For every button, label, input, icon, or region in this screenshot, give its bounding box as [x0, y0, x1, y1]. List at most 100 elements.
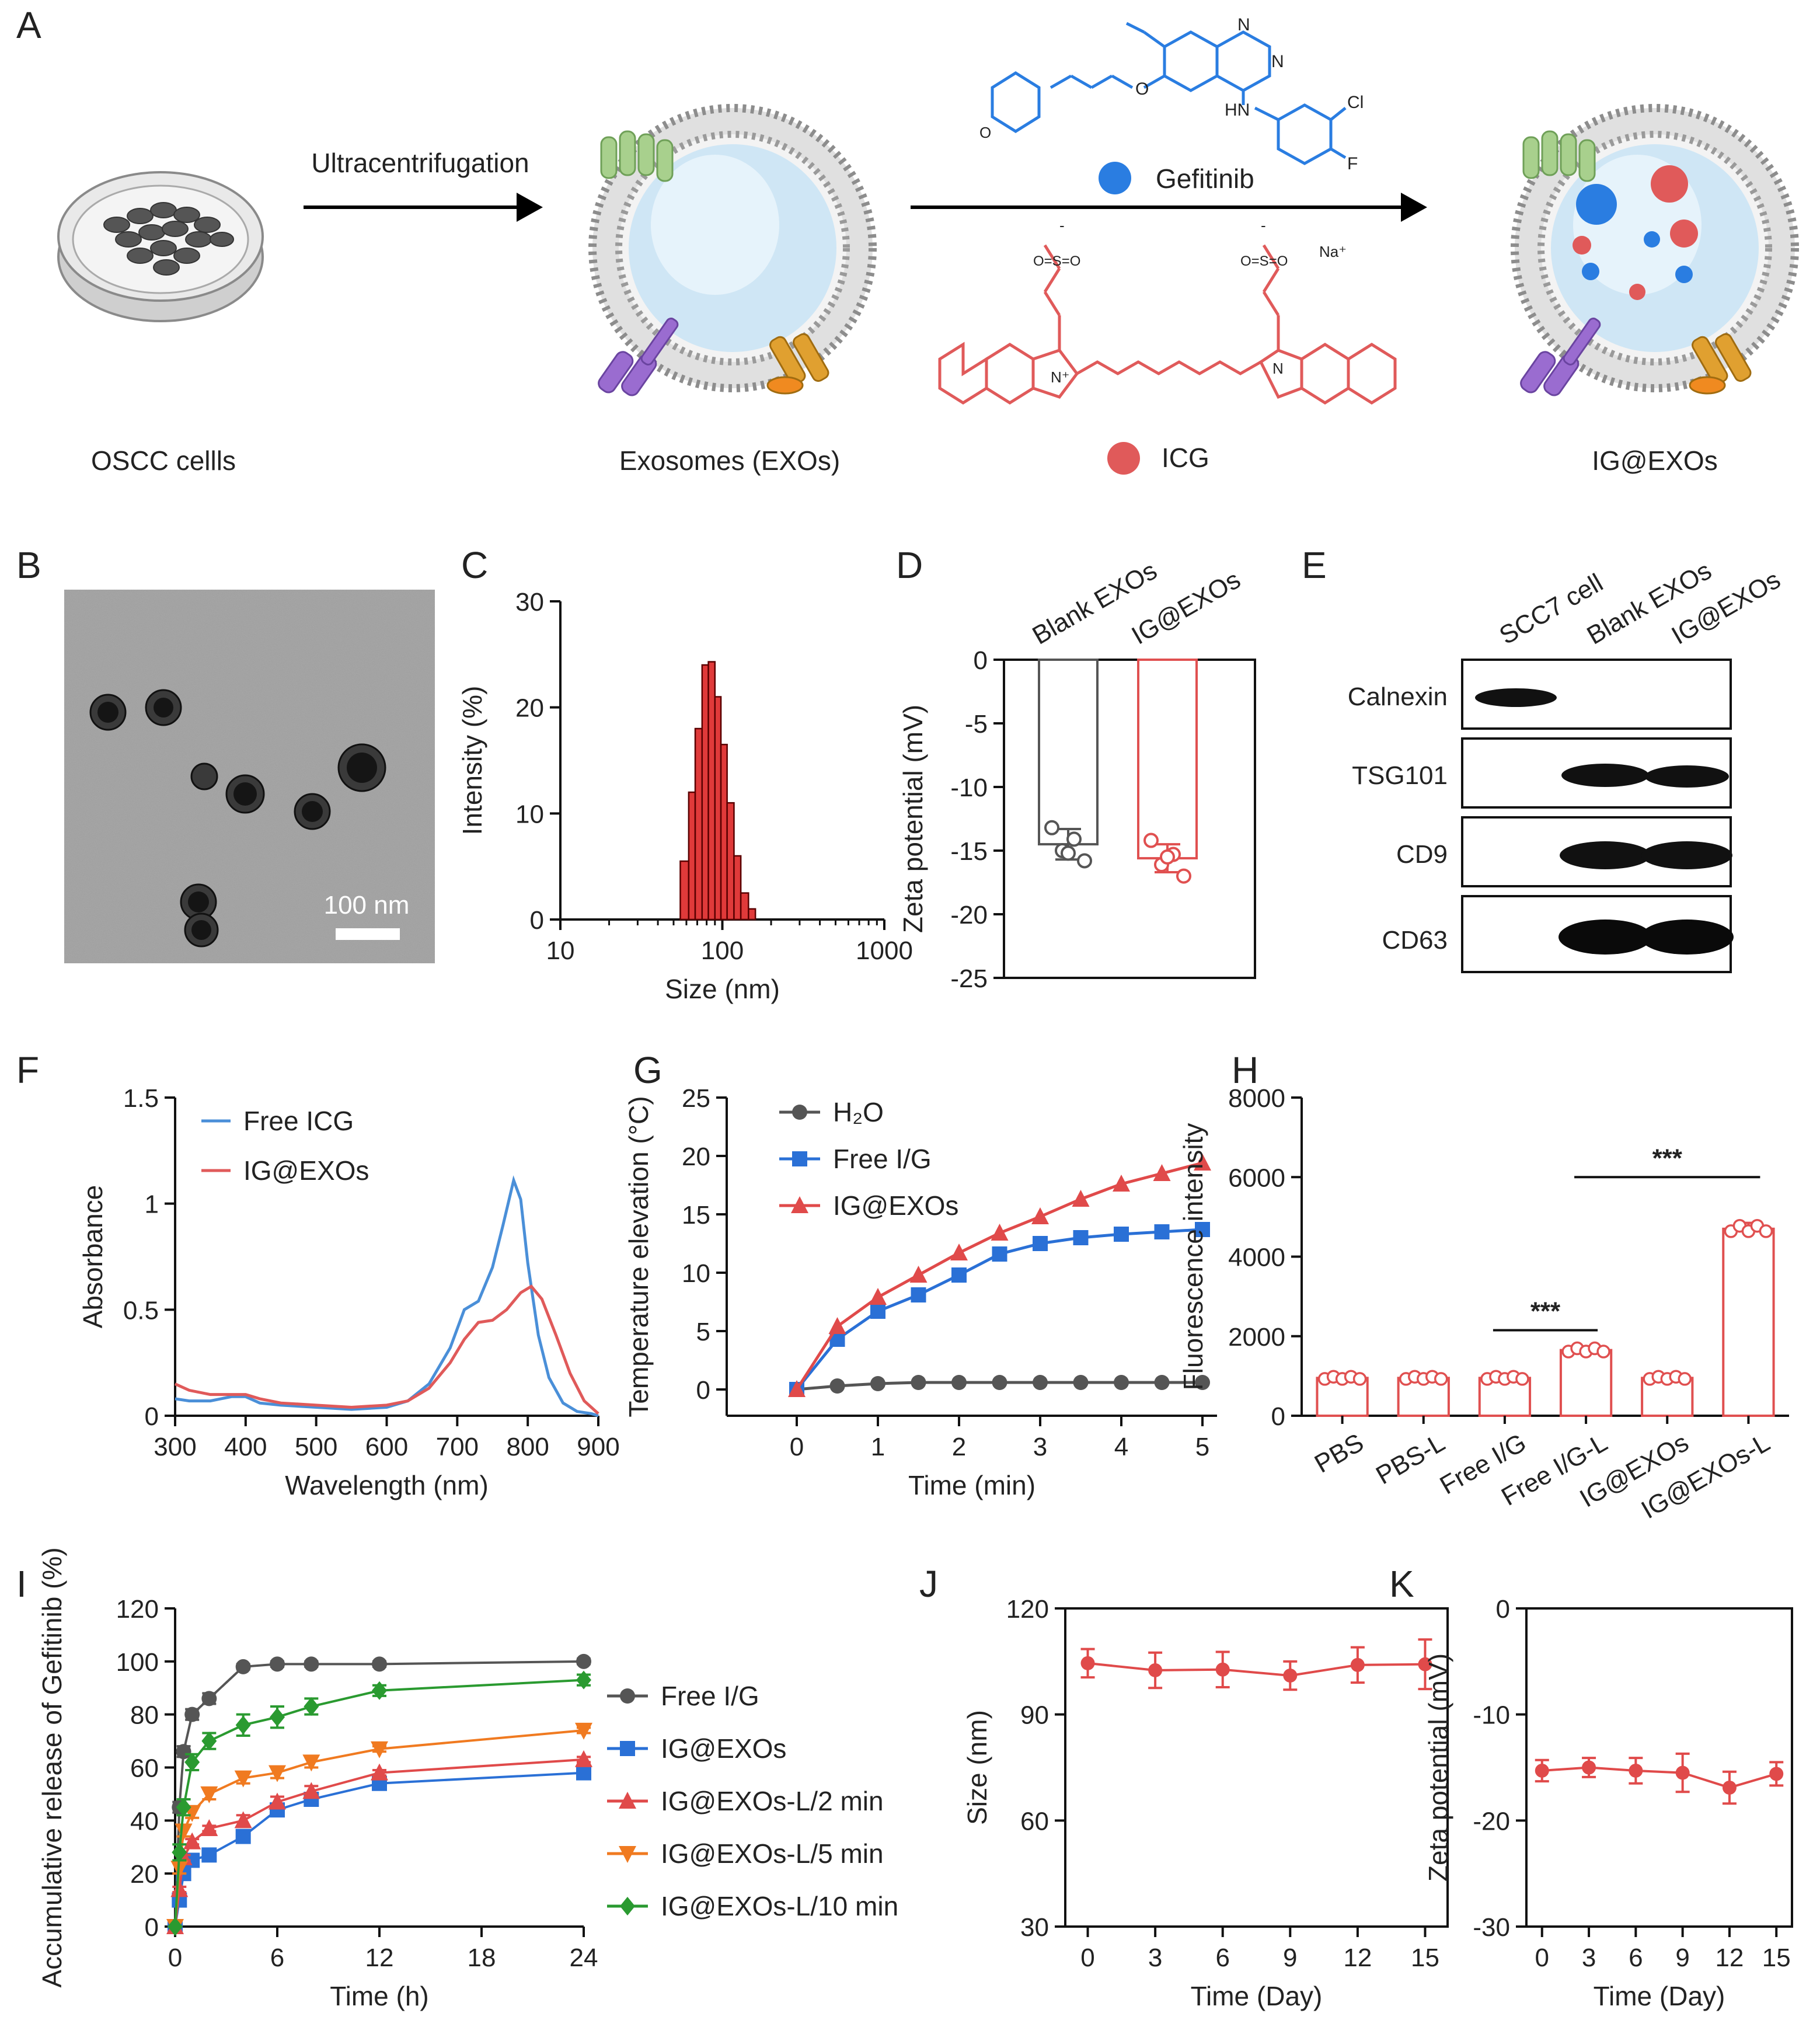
y-tick-label: 120 — [116, 1595, 159, 1624]
blot-row-cd9: CD9 — [1396, 816, 1732, 887]
x-tick-label: 700 — [436, 1433, 479, 1461]
data-point — [1629, 1763, 1643, 1778]
y-tick-label: 6000 — [1228, 1164, 1285, 1192]
data-point — [1160, 849, 1175, 865]
data-point — [1080, 1656, 1095, 1670]
data-point — [950, 1244, 968, 1260]
atom-o2: O — [979, 124, 991, 141]
plot-frame — [1003, 659, 1256, 979]
icg-label: ICG — [1162, 443, 1209, 473]
legend-label: IG@EXOs-L/5 min — [661, 1838, 884, 1869]
histogram-bar — [701, 664, 709, 921]
bar — [1722, 1227, 1775, 1417]
minus-right: - — [1261, 217, 1266, 234]
legend-label: IG@EXOs-L/10 min — [661, 1891, 898, 1921]
y-tick-label: 0 — [145, 1402, 159, 1431]
data-point — [869, 1288, 887, 1305]
data-point — [575, 1750, 592, 1767]
atom-hn: HN — [1225, 100, 1250, 120]
data-point — [168, 1917, 183, 1936]
data-point — [371, 1741, 388, 1758]
plot-frame — [1064, 1607, 1449, 1928]
y-tick-label: -5 — [965, 710, 988, 739]
atom-n3: N — [1272, 360, 1284, 377]
x-axis-label: Time (Day) — [1191, 1981, 1323, 2011]
y-tick-label: -15 — [950, 837, 988, 866]
data-point — [235, 1828, 251, 1844]
data-point — [829, 1378, 845, 1394]
data-point — [792, 1105, 807, 1120]
chart-j: 30 60 90 120 0 3 6 9 12 15 Time (Day) Size (nm) — [962, 1595, 1449, 2011]
data-point — [576, 1765, 591, 1781]
y-tick-label: 0 — [1271, 1402, 1285, 1431]
data-point — [1148, 1663, 1163, 1677]
y-tick-label: 5 — [696, 1318, 710, 1346]
x-tick-label: 9 — [1675, 1944, 1689, 1972]
data-point — [1596, 1345, 1610, 1359]
icg-dot-icon — [1107, 442, 1140, 475]
y-tick-label: 20 — [682, 1143, 710, 1171]
data-point — [372, 1656, 387, 1672]
data-point — [234, 1770, 252, 1788]
series-line — [174, 1678, 584, 1927]
panel-letter-a: A — [16, 4, 41, 46]
data-point — [1033, 1236, 1048, 1251]
x-tick-label: 0 — [1535, 1944, 1549, 1972]
blot-band — [1560, 841, 1651, 869]
data-point — [304, 1697, 319, 1716]
minus-left: - — [1059, 217, 1065, 234]
data-point — [1031, 1207, 1049, 1224]
series-line — [174, 1660, 584, 1927]
data-point — [302, 1782, 320, 1799]
panel-letter-g: G — [633, 1049, 663, 1091]
blot-band — [1475, 688, 1557, 707]
x-axis-label: Time (min) — [908, 1470, 1035, 1500]
x-tick-label: 1 — [871, 1433, 885, 1461]
histogram-bar — [733, 855, 742, 921]
panel-letter-c: C — [461, 544, 488, 586]
scale-bar — [336, 928, 400, 940]
x-tick-label: 500 — [295, 1433, 337, 1461]
data-point — [870, 1304, 885, 1319]
data-point — [992, 1246, 1007, 1262]
x-tick-label: 3 — [1582, 1944, 1596, 1972]
data-point — [1113, 1175, 1130, 1192]
data-point — [184, 1753, 200, 1772]
data-point — [1759, 1224, 1773, 1238]
blot-row-tsg101: TSG101 — [1352, 737, 1732, 809]
data-point — [1176, 868, 1191, 884]
x-tick-label: 15 — [1762, 1944, 1791, 1972]
plot-frame — [1525, 1607, 1793, 1928]
x-tick-label: 100 — [701, 936, 744, 965]
data-point — [909, 1266, 928, 1283]
y-tick-label: 1 — [145, 1190, 159, 1219]
legend-label: Free I/G — [833, 1144, 932, 1174]
data-point — [1153, 1164, 1171, 1181]
gefitinib-atom-labels: O O N N HN Cl F — [979, 15, 1364, 173]
data-point — [200, 1819, 218, 1836]
data-point — [183, 1832, 201, 1850]
data-point — [1722, 1781, 1737, 1795]
histogram-bar — [748, 908, 756, 921]
legend-label: IG@EXOs — [661, 1733, 786, 1764]
x-tick-label: 600 — [365, 1433, 408, 1461]
data-point — [1066, 831, 1082, 847]
panel-letter-k: K — [1389, 1563, 1414, 1605]
x-tick-label: 400 — [224, 1433, 267, 1461]
petri-dish-icon — [57, 171, 264, 322]
loading-arrowhead — [1401, 193, 1427, 222]
x-tick-label: 0 — [1080, 1944, 1094, 1972]
data-point — [1678, 1372, 1692, 1386]
series-line — [174, 1284, 599, 1415]
series-line — [174, 1771, 584, 1927]
ig-exosome-icon — [1511, 104, 1799, 396]
cells-label: OSCC cellls — [91, 445, 236, 476]
x-tick-label: 6 — [270, 1944, 284, 1972]
legend-label: Free I/G — [661, 1681, 759, 1711]
panel-b-tem-image: 100 nm — [64, 590, 435, 963]
data-point — [269, 1792, 286, 1810]
data-point — [1350, 1657, 1365, 1672]
y-tick-label: 0 — [1496, 1595, 1510, 1624]
y-tick-label: 60 — [1020, 1807, 1049, 1836]
scale-bar-label: 100 nm — [324, 891, 410, 920]
